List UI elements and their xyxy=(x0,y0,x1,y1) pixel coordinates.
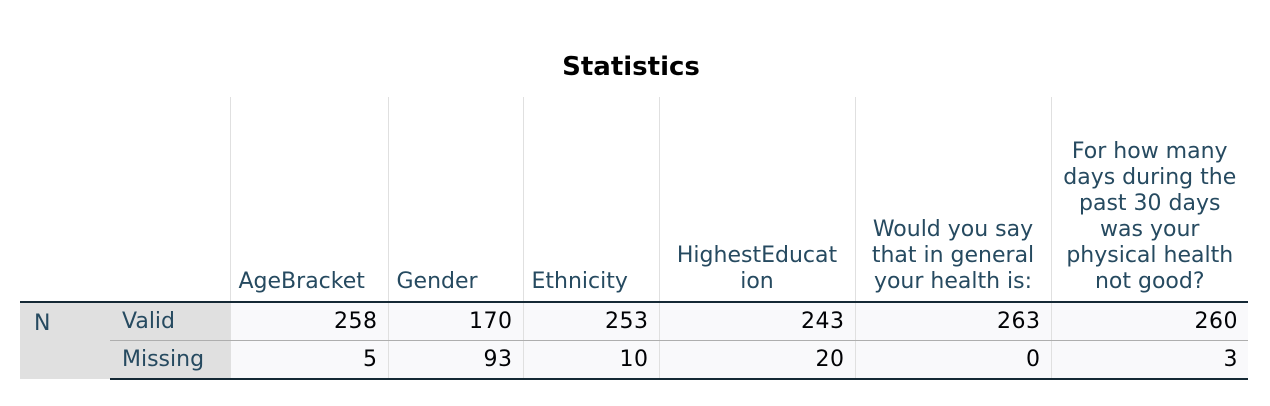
cell-valid-highest-education: 243 xyxy=(658,302,855,341)
statistics-table: AgeBracket Gender Ethnicity HighestEduca… xyxy=(20,97,1248,380)
column-header-general-health: Would you say that in general your healt… xyxy=(854,97,1051,303)
cell-valid-gender: 170 xyxy=(387,302,523,341)
column-header-gender: Gender xyxy=(387,97,523,303)
cell-valid-ethnicity: 253 xyxy=(522,302,659,341)
column-header-highest-education: HighestEducat ion xyxy=(658,97,855,303)
table-title: Statistics xyxy=(562,52,700,82)
header-blank-label xyxy=(110,97,230,303)
header-row: AgeBracket Gender Ethnicity HighestEduca… xyxy=(20,97,1248,303)
cell-valid-general-health: 263 xyxy=(854,302,1051,341)
column-header-agebracket: AgeBracket xyxy=(229,97,388,303)
cell-missing-physical-health-days: 3 xyxy=(1050,340,1248,380)
cell-valid-agebracket: 258 xyxy=(229,302,388,341)
cell-missing-highest-education: 20 xyxy=(658,340,855,380)
header-blank-group xyxy=(20,97,110,303)
row-group-label: N xyxy=(20,302,110,379)
cell-missing-agebracket: 5 xyxy=(229,340,388,380)
table-row: Missing 5 93 10 20 0 3 xyxy=(20,340,1248,380)
row-label-valid: Valid xyxy=(110,302,230,341)
cell-missing-ethnicity: 10 xyxy=(522,340,659,380)
table-row: N Valid 258 170 253 243 263 260 xyxy=(20,302,1248,379)
row-label-missing: Missing xyxy=(110,340,230,380)
cell-valid-physical-health-days: 260 xyxy=(1050,302,1248,341)
column-header-physical-health-days: For how many days during the past 30 day… xyxy=(1050,97,1248,303)
cell-missing-gender: 93 xyxy=(387,340,523,380)
cell-missing-general-health: 0 xyxy=(854,340,1051,380)
column-header-ethnicity: Ethnicity xyxy=(522,97,659,303)
